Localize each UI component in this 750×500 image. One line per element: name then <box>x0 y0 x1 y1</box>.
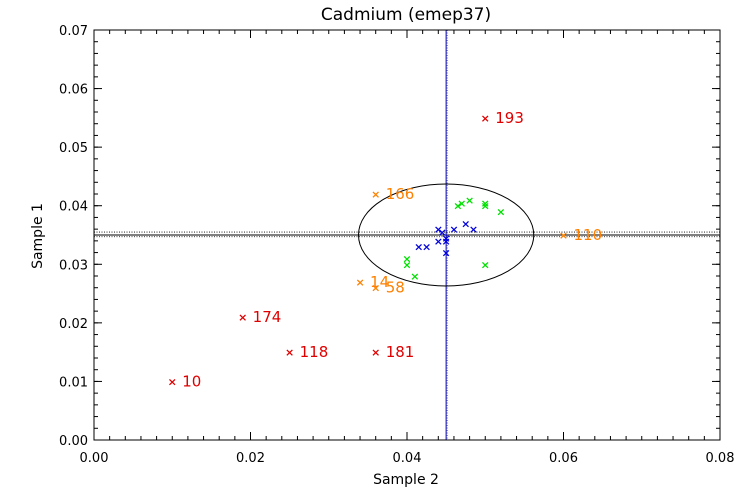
data-point-label: 166 <box>386 185 415 203</box>
chart-title: Cadmium (emep37) <box>321 5 491 25</box>
data-point: × <box>481 112 490 125</box>
data-point-label: 174 <box>253 308 282 326</box>
data-point: × <box>481 197 490 210</box>
data-point-label: 10 <box>182 372 201 390</box>
data-point-label: 193 <box>495 109 524 127</box>
data-point: × <box>238 311 247 324</box>
data-point: × <box>469 223 478 236</box>
y-tick-label: 0.00 <box>59 434 88 449</box>
data-point: × <box>438 226 447 239</box>
plot-frame <box>93 29 721 441</box>
y-tick-label: 0.03 <box>59 258 88 273</box>
data-point: × <box>559 229 568 242</box>
data-point: × <box>442 247 451 260</box>
y-tick-label: 0.07 <box>59 24 88 39</box>
x-axis-label: Sample 2 <box>373 472 439 488</box>
data-point: × <box>461 217 470 230</box>
data-point: × <box>442 235 451 248</box>
data-point: × <box>481 200 490 213</box>
data-point: × <box>481 258 490 271</box>
confidence-ellipse <box>357 183 535 287</box>
data-point: × <box>465 194 474 207</box>
data-point: × <box>371 188 380 201</box>
x-tick-label: 0.04 <box>393 451 422 466</box>
data-point: × <box>402 258 411 271</box>
y-tick-label: 0.02 <box>59 317 88 332</box>
data-point: × <box>422 241 431 254</box>
y-tick-label: 0.05 <box>59 141 88 156</box>
y-axis-label: Sample 1 <box>30 203 46 269</box>
data-point: × <box>442 232 451 245</box>
data-point: × <box>371 346 380 359</box>
data-point: × <box>449 223 458 236</box>
data-point-label: 181 <box>386 343 415 361</box>
y-tick-label: 0.01 <box>59 375 88 390</box>
x-tick-label: 0.00 <box>80 451 109 466</box>
data-point: × <box>434 223 443 236</box>
data-point: × <box>371 282 380 295</box>
x-tick-label: 0.02 <box>236 451 265 466</box>
data-point: × <box>402 252 411 265</box>
data-point: × <box>355 276 364 289</box>
data-point-label: 58 <box>386 279 405 297</box>
data-point: × <box>168 375 177 388</box>
data-point: × <box>414 241 423 254</box>
x-tick-label: 0.08 <box>706 451 735 466</box>
data-point: × <box>453 200 462 213</box>
data-point: × <box>457 197 466 210</box>
y-tick-label: 0.06 <box>59 83 88 98</box>
data-point: × <box>496 206 505 219</box>
data-point-label: 14 <box>370 273 389 291</box>
data-point: × <box>434 235 443 248</box>
data-point-label: 118 <box>300 343 329 361</box>
y-tick-label: 0.04 <box>59 200 88 215</box>
data-point: × <box>285 346 294 359</box>
data-point: × <box>410 270 419 283</box>
data-point-label: 110 <box>574 226 603 244</box>
x-tick-label: 0.06 <box>549 451 578 466</box>
